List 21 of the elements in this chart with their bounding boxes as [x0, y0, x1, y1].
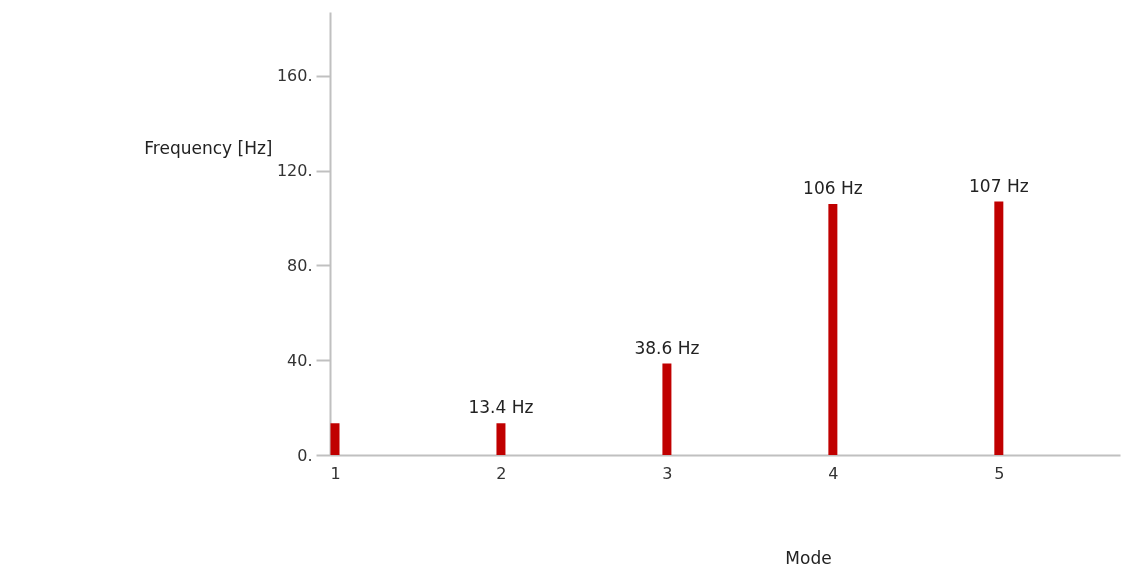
data-label: 106 Hz	[803, 177, 863, 198]
data-label: 107 Hz	[969, 175, 1029, 196]
y-tick-label: 80.	[287, 255, 313, 275]
data-label: 13.4 Hz	[468, 397, 534, 418]
y-axis-title: Frequency [Hz]	[144, 137, 273, 158]
bar	[496, 423, 506, 455]
x-tick-label: 4	[828, 463, 839, 483]
x-tick-label: 1	[330, 463, 341, 483]
y-tick-label: 160.	[276, 66, 313, 86]
x-tick-label: 5	[994, 463, 1005, 483]
x-tick-label: 3	[662, 463, 673, 483]
y-tick-label: 40.	[287, 350, 313, 370]
y-tick-label: 120.	[276, 161, 313, 181]
bar	[662, 363, 672, 455]
data-label: 38.6 Hz	[634, 337, 700, 358]
x-tick-label: 2	[496, 463, 507, 483]
bar	[828, 203, 838, 455]
bar	[330, 423, 340, 455]
y-tick-label: 0.	[297, 445, 313, 465]
bar	[994, 201, 1004, 455]
x-axis-title: Mode	[785, 547, 832, 567]
